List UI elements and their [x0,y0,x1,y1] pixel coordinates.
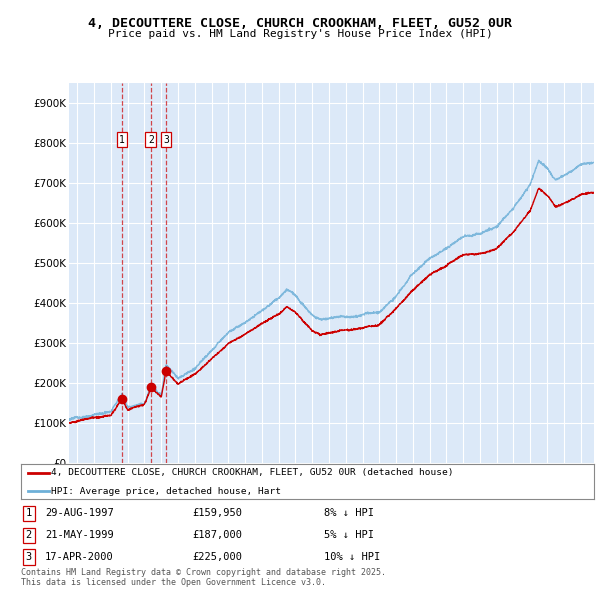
Text: 29-AUG-1997: 29-AUG-1997 [45,509,114,518]
Text: 17-APR-2000: 17-APR-2000 [45,552,114,562]
Text: 10% ↓ HPI: 10% ↓ HPI [324,552,380,562]
Text: 2: 2 [148,135,154,145]
Text: 1: 1 [119,135,125,145]
Text: 1: 1 [26,509,32,518]
Text: 3: 3 [26,552,32,562]
Text: Contains HM Land Registry data © Crown copyright and database right 2025.: Contains HM Land Registry data © Crown c… [21,568,386,577]
Text: £225,000: £225,000 [192,552,242,562]
Text: 8% ↓ HPI: 8% ↓ HPI [324,509,374,518]
Text: This data is licensed under the Open Government Licence v3.0.: This data is licensed under the Open Gov… [21,578,326,587]
Text: 3: 3 [163,135,169,145]
Text: £159,950: £159,950 [192,509,242,518]
Text: 21-MAY-1999: 21-MAY-1999 [45,530,114,540]
Text: HPI: Average price, detached house, Hart: HPI: Average price, detached house, Hart [52,487,281,496]
Text: 4, DECOUTTERE CLOSE, CHURCH CROOKHAM, FLEET, GU52 0UR (detached house): 4, DECOUTTERE CLOSE, CHURCH CROOKHAM, FL… [52,468,454,477]
Text: 4, DECOUTTERE CLOSE, CHURCH CROOKHAM, FLEET, GU52 0UR: 4, DECOUTTERE CLOSE, CHURCH CROOKHAM, FL… [88,17,512,30]
Text: 5% ↓ HPI: 5% ↓ HPI [324,530,374,540]
Text: 2: 2 [26,530,32,540]
Text: Price paid vs. HM Land Registry's House Price Index (HPI): Price paid vs. HM Land Registry's House … [107,29,493,39]
Text: £187,000: £187,000 [192,530,242,540]
